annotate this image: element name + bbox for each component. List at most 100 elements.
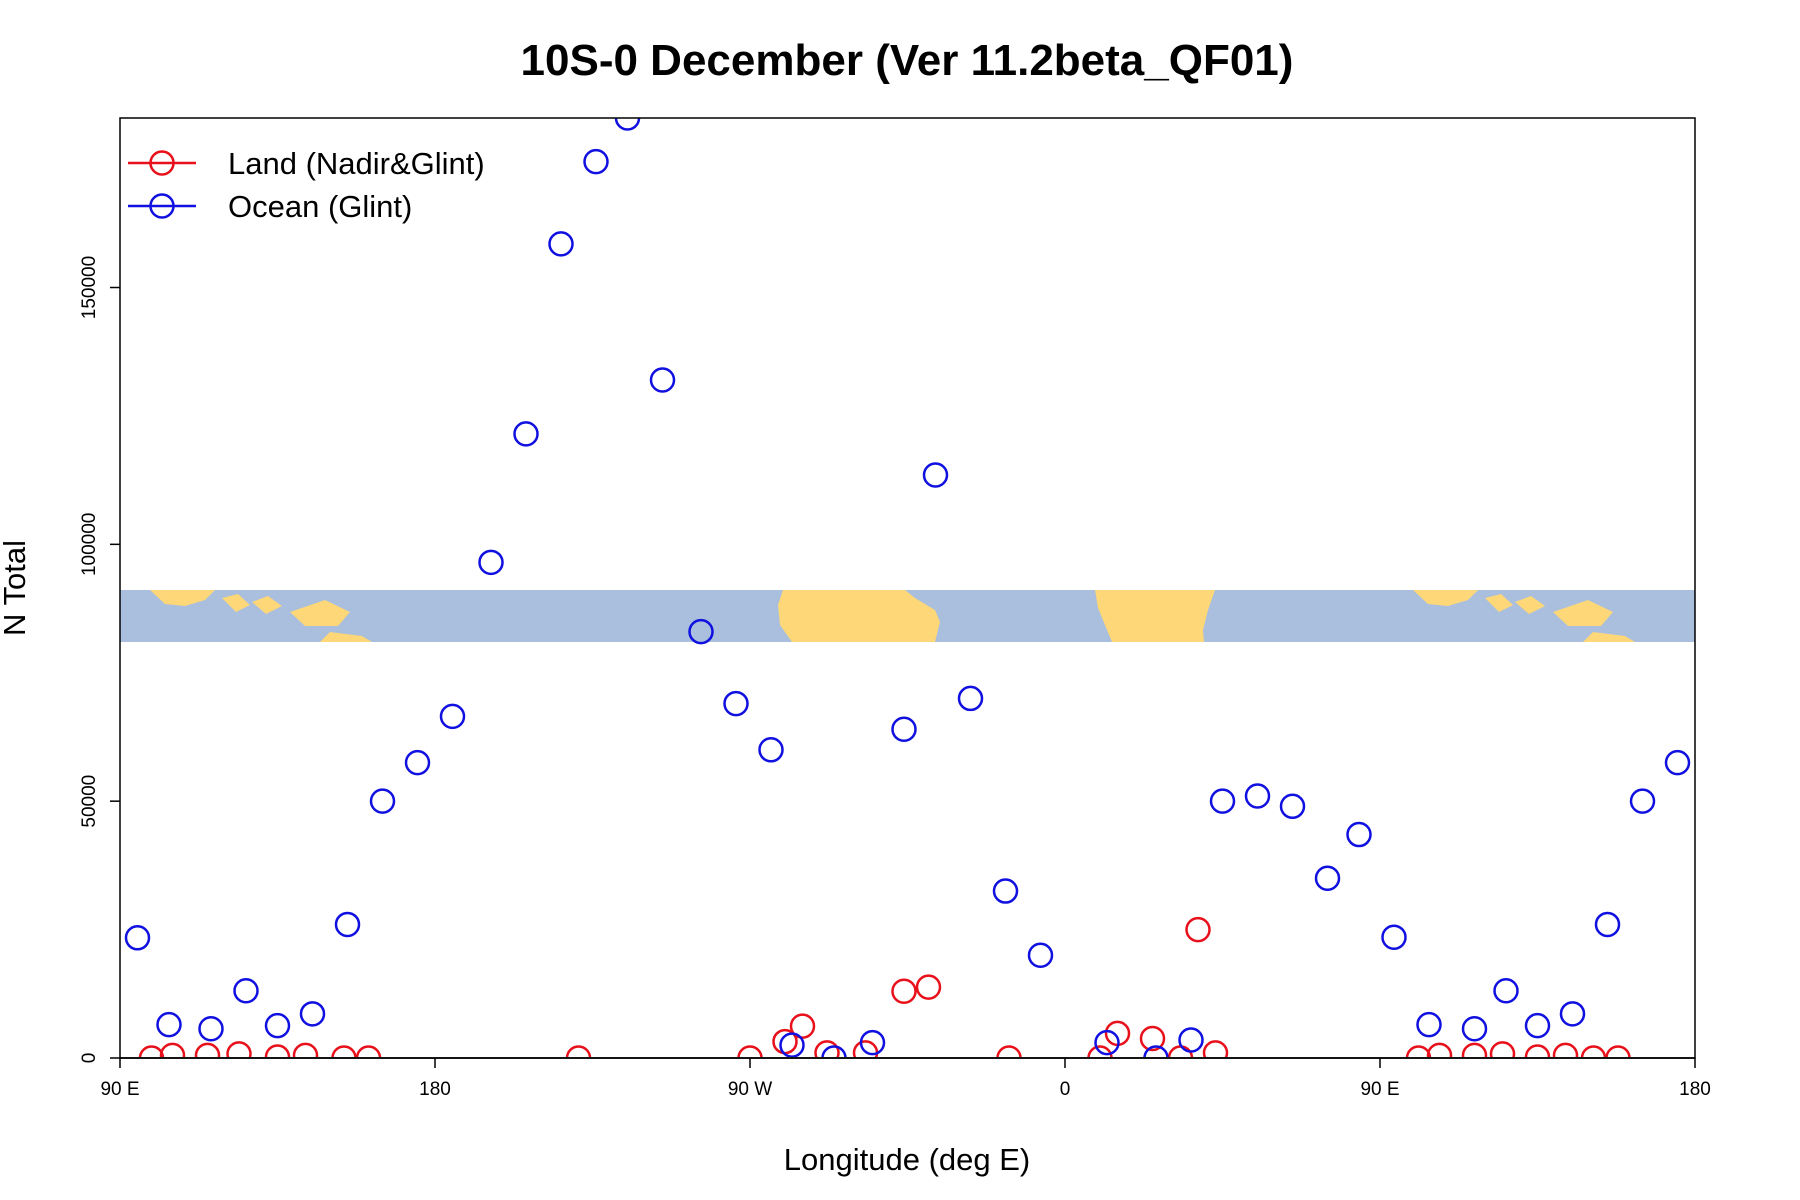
data-point xyxy=(404,749,431,776)
data-point xyxy=(1094,1029,1120,1056)
data-point xyxy=(915,974,942,1000)
data-points xyxy=(124,118,1691,1058)
data-point xyxy=(1346,821,1372,848)
data-point xyxy=(1139,1025,1166,1052)
data-point xyxy=(1605,1045,1631,1058)
data-point xyxy=(649,367,676,393)
data-point xyxy=(159,1042,186,1058)
data-point xyxy=(264,1012,291,1039)
data-point xyxy=(821,1045,847,1058)
data-point xyxy=(331,1045,357,1058)
data-point xyxy=(779,1032,805,1058)
data-point xyxy=(478,549,504,576)
data-point xyxy=(1552,1042,1579,1058)
data-point xyxy=(1027,942,1054,969)
y-tick-label: 50000 xyxy=(79,775,100,828)
data-point xyxy=(891,716,917,743)
data-point xyxy=(355,1045,382,1058)
data-point xyxy=(992,878,1019,904)
legend-label-ocean: Ocean (Glint) xyxy=(228,189,412,224)
data-point xyxy=(226,1041,252,1058)
data-point xyxy=(996,1045,1022,1058)
map-land-maritime-continent xyxy=(150,590,372,642)
legend-ocean-marker xyxy=(149,193,175,219)
legend-item-land: Land (Nadir&Glint) xyxy=(128,146,485,181)
legend-label-land: Land (Nadir&Glint) xyxy=(228,146,485,181)
data-point xyxy=(548,231,574,257)
data-point xyxy=(723,690,749,717)
data-point xyxy=(198,1015,224,1042)
data-point xyxy=(369,788,396,814)
data-point xyxy=(758,737,784,763)
data-point xyxy=(1489,1041,1516,1058)
y-tick-label: 150000 xyxy=(79,256,100,319)
data-point xyxy=(233,977,259,1004)
data-point xyxy=(1314,865,1341,891)
map-land-south-america xyxy=(778,590,940,642)
data-point xyxy=(1416,1011,1442,1038)
x-tick-label: 90 W xyxy=(728,1079,772,1100)
data-point xyxy=(891,978,917,1004)
data-point xyxy=(1202,1040,1229,1058)
data-point xyxy=(789,1013,816,1039)
x-axis: 90 E 180 90 W 0 90 E 180 xyxy=(100,1058,1711,1100)
legend-item-ocean: Ocean (Glint) xyxy=(128,189,412,224)
data-point xyxy=(194,1042,221,1058)
data-point xyxy=(922,462,949,488)
data-point xyxy=(1279,793,1306,820)
data-point xyxy=(334,911,361,938)
chart-title: 10S-0 December (Ver 11.2beta_QF01) xyxy=(521,36,1294,85)
data-point xyxy=(957,685,984,712)
data-point xyxy=(292,1042,319,1058)
data-point xyxy=(299,1001,326,1027)
map-land-africa xyxy=(1095,590,1215,642)
y-axis-label: N Total xyxy=(0,540,32,636)
data-point xyxy=(614,118,641,131)
data-point xyxy=(1405,1045,1432,1058)
x-tick-label: 0 xyxy=(1060,1079,1071,1100)
data-point xyxy=(1185,916,1211,943)
data-point xyxy=(688,618,714,645)
data-point xyxy=(859,1029,886,1056)
x-tick-label: 180 xyxy=(1679,1079,1711,1100)
data-point xyxy=(1426,1042,1453,1058)
legend: Land (Nadir&Glint) Ocean (Glint) xyxy=(128,146,485,224)
plot-frame xyxy=(119,117,1696,1059)
data-point xyxy=(513,421,539,447)
data-point xyxy=(264,1044,291,1058)
data-point xyxy=(565,1045,592,1058)
inset-map xyxy=(120,590,1695,642)
data-point xyxy=(1143,1045,1169,1058)
data-point xyxy=(1209,788,1236,814)
data-point xyxy=(1461,1042,1488,1058)
data-point xyxy=(1244,783,1271,809)
map-land-maritime-continent-repeat xyxy=(1413,590,1635,642)
data-point xyxy=(1178,1027,1204,1053)
data-point xyxy=(1559,1001,1586,1027)
data-point xyxy=(138,1045,165,1058)
x-tick-label: 180 xyxy=(419,1079,451,1100)
x-axis-label: Longitude (deg E) xyxy=(784,1142,1030,1177)
data-point xyxy=(156,1011,182,1038)
data-point xyxy=(1629,788,1656,814)
legend-land-marker xyxy=(149,150,175,176)
y-tick-label: 0 xyxy=(79,1053,100,1064)
data-point xyxy=(814,1040,840,1058)
data-point xyxy=(1580,1045,1607,1058)
data-point xyxy=(1461,1015,1488,1042)
y-tick-label: 100000 xyxy=(79,513,100,576)
data-point xyxy=(1087,1045,1113,1058)
data-point xyxy=(1493,977,1519,1004)
series-ocean xyxy=(124,118,1691,1058)
data-point xyxy=(737,1045,763,1058)
y-axis: 0 50000 100000 150000 xyxy=(79,256,120,1063)
data-point xyxy=(1524,1012,1551,1039)
data-point xyxy=(1664,749,1691,776)
data-point xyxy=(1381,924,1407,951)
data-point xyxy=(1524,1044,1551,1058)
data-point xyxy=(583,148,609,175)
data-point xyxy=(439,703,466,730)
x-tick-label: 90 E xyxy=(1360,1079,1399,1100)
data-point xyxy=(1594,911,1621,938)
